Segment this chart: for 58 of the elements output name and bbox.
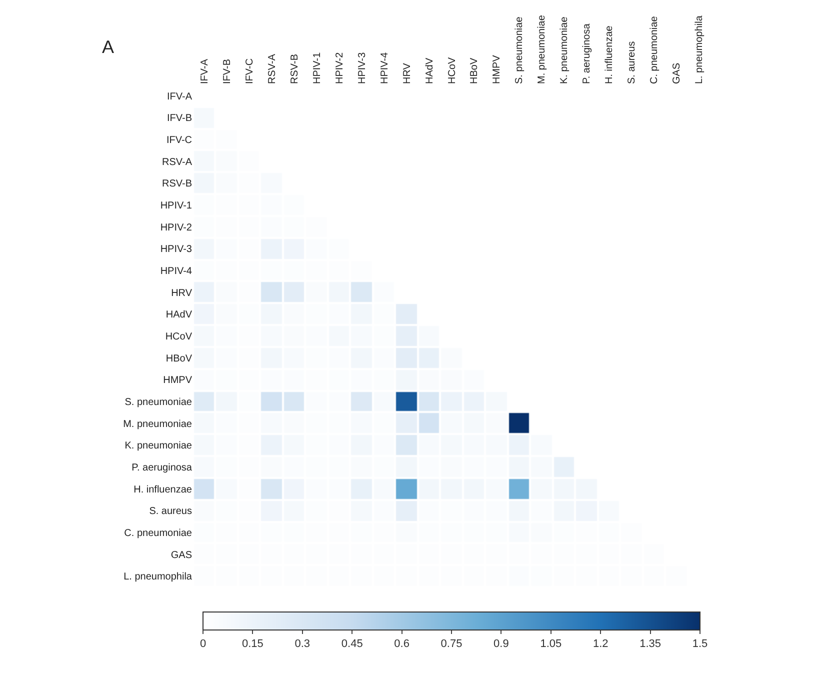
color-bar-label: 1.05 bbox=[540, 638, 562, 650]
y-tick-label: L. pneumophila bbox=[124, 572, 192, 583]
color-bar-label: 0.75 bbox=[440, 638, 462, 650]
x-tick-label: HRV bbox=[402, 62, 413, 84]
y-tick-label: HBoV bbox=[166, 353, 192, 364]
y-tick-label: HPIV-4 bbox=[160, 266, 192, 278]
x-tick-label: HPIV-1 bbox=[312, 52, 323, 84]
color-bar-label: 0 bbox=[200, 638, 206, 650]
color-bar-label: 0.15 bbox=[242, 638, 264, 650]
x-tick-label: HBoV bbox=[469, 58, 480, 84]
y-tick-label: M. pneumoniae bbox=[123, 418, 192, 430]
y-tick-label: HMPV bbox=[163, 375, 192, 386]
y-tick-label: S. aureus bbox=[149, 506, 192, 518]
color-bar-label: 0.9 bbox=[494, 638, 509, 650]
x-tick-label: C. pneumoniae bbox=[649, 16, 660, 84]
x-tick-label: HPIV-3 bbox=[356, 52, 368, 84]
x-tick-label: RSV-B bbox=[289, 54, 300, 84]
x-tick-label: K. pneumoniae bbox=[559, 16, 570, 84]
y-tick-label: HPIV-2 bbox=[160, 222, 192, 234]
y-tick-label: K. pneumoniae bbox=[124, 440, 192, 452]
x-tick-label: GAS bbox=[672, 62, 683, 84]
x-tick-label: L. pneumophila bbox=[694, 15, 706, 84]
x-tick-label: H. influenzae bbox=[604, 25, 616, 84]
x-tick-label: IFV-A bbox=[199, 58, 210, 84]
x-tick-label: IFV-B bbox=[222, 58, 233, 84]
x-tick-label: HPIV-2 bbox=[334, 52, 346, 84]
x-tick-label: IFV-C bbox=[244, 58, 256, 84]
y-tick-label: HRV bbox=[171, 288, 192, 299]
x-tick-label: RSV-A bbox=[266, 54, 278, 84]
chart-title: A bbox=[102, 36, 114, 57]
color-bar-label: 0.3 bbox=[294, 638, 310, 650]
y-tick-label: RSV-B bbox=[162, 178, 192, 190]
x-tick-label: HMPV bbox=[492, 54, 503, 84]
y-tick-label: S. pneumoniae bbox=[124, 396, 192, 408]
y-tick-label: RSV-A bbox=[162, 156, 192, 168]
y-tick-label: IFV-C bbox=[166, 135, 192, 146]
x-tick-label: S. pneumoniae bbox=[514, 16, 526, 84]
y-tick-label: HCoV bbox=[165, 332, 192, 342]
y-tick-label: GAS bbox=[170, 550, 192, 561]
y-tick-label: P. aeruginosa bbox=[132, 462, 192, 474]
y-tick-label: HAdV bbox=[166, 310, 192, 321]
color-bar-label: 0.45 bbox=[341, 638, 363, 650]
x-tick-label: HPIV-4 bbox=[379, 52, 390, 84]
y-tick-label: HPIV-1 bbox=[160, 200, 192, 212]
color-bar-label: 1.5 bbox=[692, 638, 708, 650]
y-tick-label: HPIV-3 bbox=[160, 244, 192, 256]
x-tick-label: HAdV bbox=[424, 58, 436, 84]
y-tick-label: IFV-A bbox=[166, 91, 192, 102]
x-tick-label: P. aeruginosa bbox=[582, 23, 593, 84]
color-bar-label: 1.35 bbox=[640, 638, 662, 650]
x-tick-label: M. pneumoniae bbox=[536, 14, 548, 84]
x-tick-label: HCoV bbox=[446, 56, 458, 84]
y-tick-label: H. influenzae bbox=[134, 484, 192, 496]
x-tick-label: S. aureus bbox=[626, 41, 638, 84]
y-tick-label: IFV-B bbox=[166, 113, 192, 124]
color-bar-label: 0.6 bbox=[394, 638, 410, 650]
color-bar-label: 1.2 bbox=[592, 638, 608, 650]
y-tick-label: C. pneumoniae bbox=[124, 528, 192, 539]
